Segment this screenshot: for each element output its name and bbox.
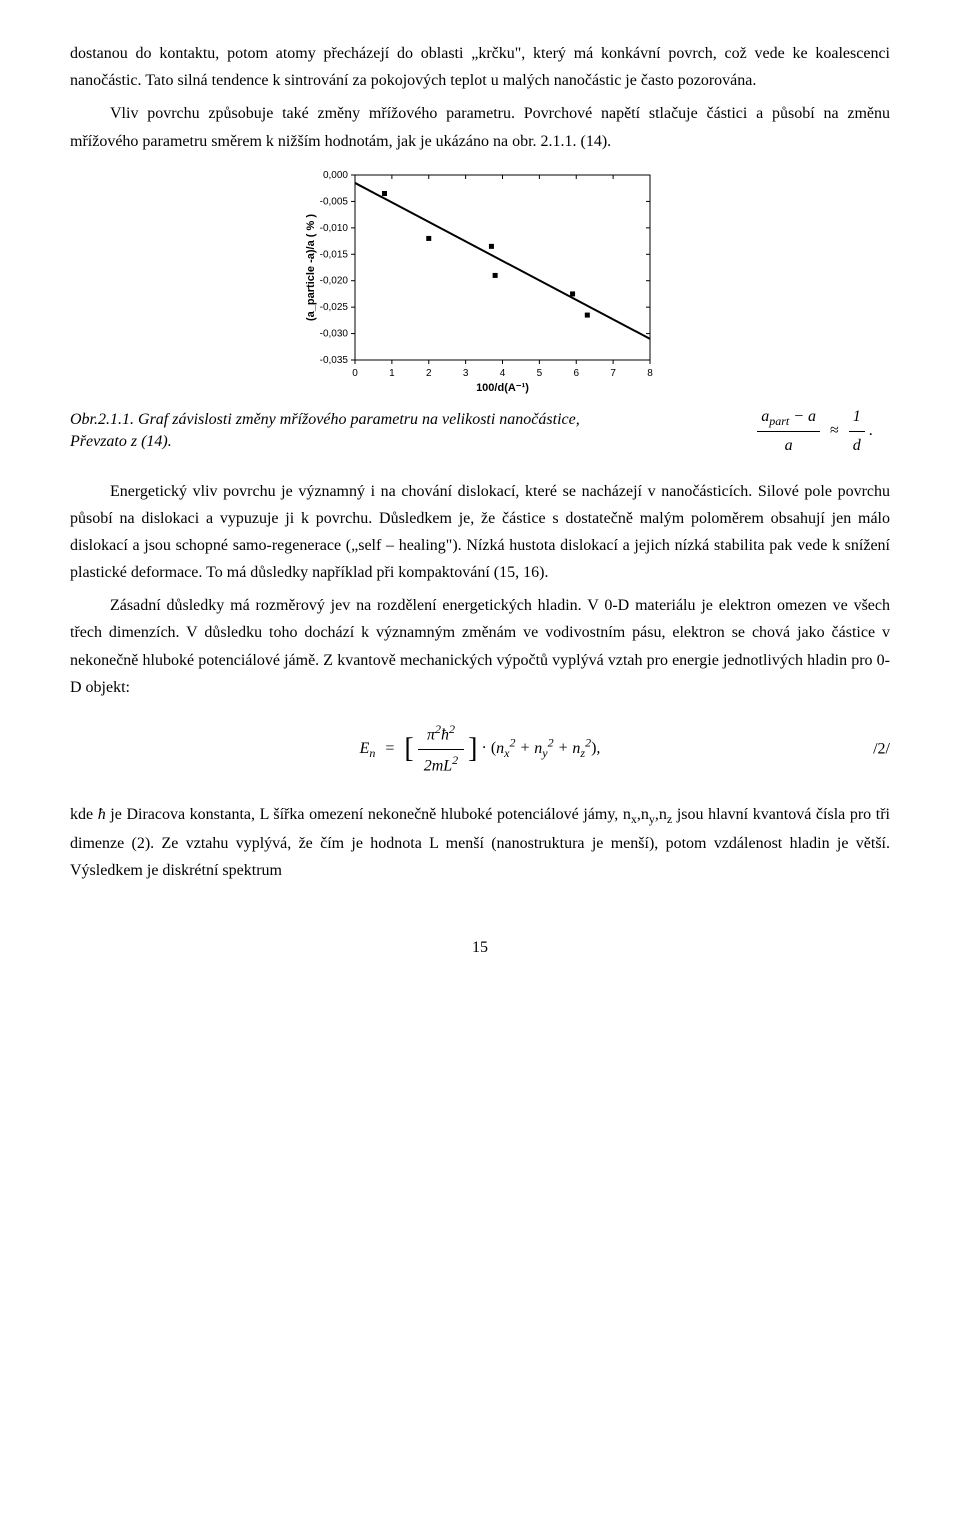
- svg-text:0: 0: [352, 368, 358, 379]
- page-number: 15: [70, 934, 890, 961]
- svg-text:0,000: 0,000: [323, 170, 348, 181]
- svg-text:-0,005: -0,005: [320, 196, 349, 207]
- svg-text:2: 2: [426, 368, 432, 379]
- equation-number: /2/: [873, 735, 890, 762]
- paragraph: dostanou do kontaktu, potom atomy přechá…: [70, 40, 890, 94]
- paragraph: Energetický vliv povrchu je významný i n…: [70, 478, 890, 587]
- svg-text:1: 1: [389, 368, 395, 379]
- svg-text:6: 6: [573, 368, 579, 379]
- svg-text:(a_particle -a)/a ( % ): (a_particle -a)/a ( % ): [305, 213, 317, 320]
- svg-text:-0,015: -0,015: [320, 249, 349, 260]
- svg-text:-0,030: -0,030: [320, 328, 349, 339]
- equation-lhs: En: [360, 740, 376, 757]
- paragraph: kde ħ je Diracova konstanta, L šířka ome…: [70, 801, 890, 884]
- caption-formula: apart − a a ≈ 1 d .: [740, 403, 890, 460]
- svg-text:5: 5: [537, 368, 543, 379]
- svg-text:8: 8: [647, 368, 653, 379]
- caption-text-pre: Obr.2.1.1. Graf závislosti změny mřížové…: [70, 411, 580, 428]
- svg-text:3: 3: [463, 368, 469, 379]
- caption-dot: .: [869, 422, 873, 439]
- svg-text:-0,010: -0,010: [320, 223, 349, 234]
- svg-text:-0,020: -0,020: [320, 275, 349, 286]
- figure-caption: Obr.2.1.1. Graf závislosti změny mřížové…: [70, 403, 890, 460]
- svg-text:100/d(A⁻¹): 100/d(A⁻¹): [476, 382, 529, 394]
- caption-text-post: Převzato z (14).: [70, 433, 172, 450]
- p5-pre: kde: [70, 806, 98, 823]
- svg-text:-0,035: -0,035: [320, 355, 349, 366]
- svg-text:-0,025: -0,025: [320, 302, 349, 313]
- lattice-parameter-chart: 0,000 -0,005 -0,010 -0,015 -0,020 -0,025 -0,03…: [70, 165, 890, 395]
- equation-block: En = [ π2ħ2 2mL2 ] · (nx2 + ny2 + nz2), …: [70, 719, 890, 779]
- paragraph: Zásadní důsledky má rozměrový jev na roz…: [70, 592, 890, 701]
- svg-text:7: 7: [610, 368, 616, 379]
- paragraph: Vliv povrchu způsobuje také změny mřížov…: [70, 100, 890, 154]
- svg-text:4: 4: [500, 368, 506, 379]
